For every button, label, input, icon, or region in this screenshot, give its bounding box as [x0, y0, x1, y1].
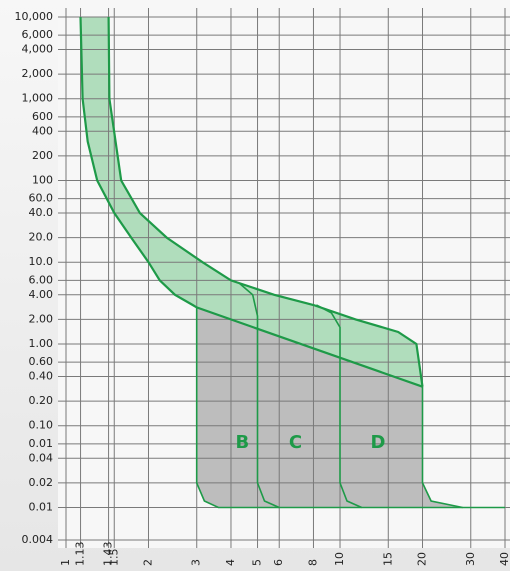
y-tick-label: 200 — [32, 149, 53, 162]
curve — [421, 386, 505, 509]
x-tick-label: 1.13 — [74, 542, 87, 567]
x-tick-label: 1 — [59, 559, 72, 566]
y-tick-label: 0.01 — [29, 437, 54, 450]
x-tick-label: 1.43 — [102, 542, 115, 567]
x-tick-label: 6 — [272, 559, 285, 566]
y-tick-label: 0.20 — [29, 394, 54, 407]
y-tick-label: 600 — [32, 110, 53, 123]
trip-region — [196, 307, 505, 508]
y-tick-label: 0.02 — [29, 476, 54, 489]
x-tick-label: 8 — [306, 559, 319, 566]
y-tick-label: 1,000 — [22, 92, 54, 105]
y-tick-label: 400 — [32, 124, 53, 137]
x-tick-label: 1.5 — [107, 549, 120, 567]
curve — [79, 16, 423, 388]
x-tick-label: 3 — [190, 559, 203, 566]
curve — [107, 16, 424, 387]
y-tick-label: 100 — [32, 173, 53, 186]
y-tick-label: 6,000 — [22, 28, 54, 41]
y-tick-label: 10.0 — [29, 255, 54, 268]
y-tick-label: 0.004 — [22, 533, 54, 546]
curve — [195, 307, 463, 509]
x-tick-label: 4 — [224, 559, 237, 566]
x-tick-label: 10 — [333, 552, 346, 566]
y-tick-label: 10,000 — [15, 10, 54, 23]
y-tick-label: 20.0 — [29, 231, 54, 244]
y-tick-label: 0.04 — [29, 451, 54, 464]
curve — [239, 282, 280, 509]
y-tick-label: 1.00 — [29, 337, 54, 350]
y-tick-label: 0.60 — [29, 355, 54, 368]
curve-label: B — [236, 432, 250, 453]
curve — [316, 304, 363, 509]
y-tick-label: 0.40 — [29, 370, 54, 383]
y-tick-label: 0.10 — [29, 419, 54, 432]
y-tick-label: 4.00 — [29, 288, 54, 301]
x-tick-label: 15 — [381, 552, 394, 566]
curve-label: C — [289, 432, 302, 453]
y-tick-label: 6.00 — [29, 273, 54, 286]
y-tick-label: 0.01 — [29, 500, 54, 513]
y-tick-label: 4,000 — [22, 43, 54, 56]
x-tick-label: 2 — [141, 559, 154, 566]
x-tick-label: 30 — [464, 552, 477, 566]
y-tick-label: 2.00 — [29, 312, 54, 325]
x-tick-label: 5 — [251, 559, 264, 566]
x-tick-label: 40 — [498, 552, 510, 566]
y-tick-label: 40.0 — [29, 206, 54, 219]
curve-label: D — [371, 432, 386, 453]
y-tick-label: 2,000 — [22, 67, 54, 80]
y-tick-label: 60.0 — [29, 192, 54, 205]
x-tick-label: 20 — [416, 552, 429, 566]
